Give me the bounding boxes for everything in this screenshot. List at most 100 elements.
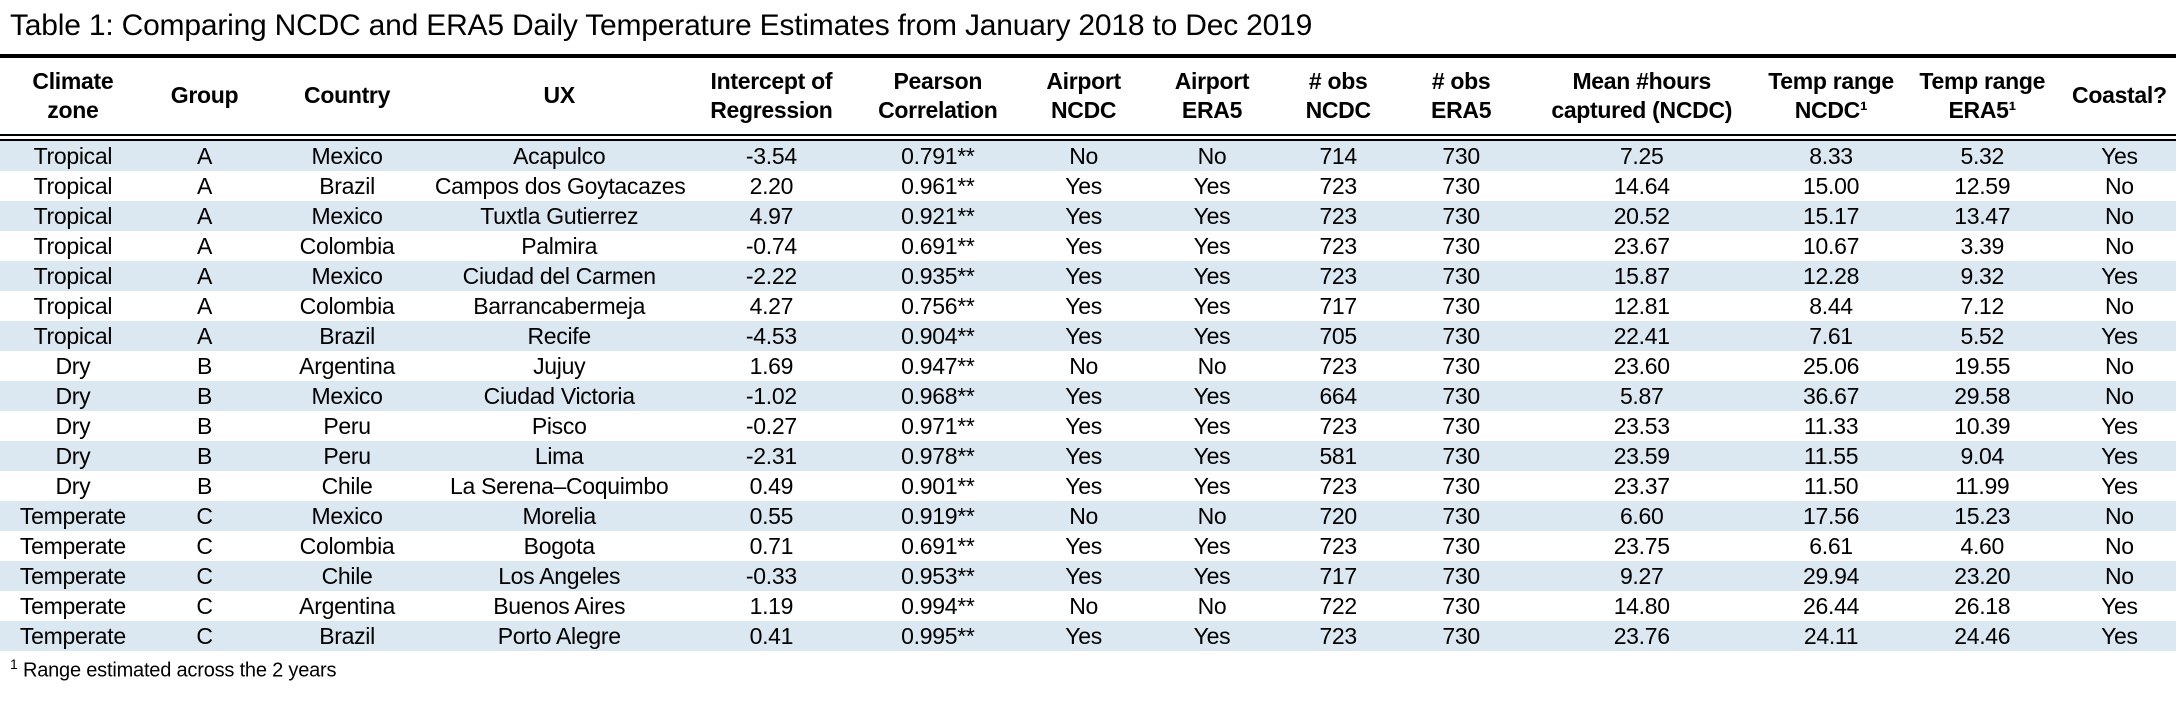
cell-coastal: Yes (2101, 622, 2138, 649)
cell-intercept: -0.33 (745, 562, 797, 589)
cell-temp-range-era5: 4.60 (1960, 532, 2005, 559)
cell-temp-range-ncdc: 11.55 (1803, 442, 1859, 469)
table-row: Tropical A Mexico Tuxtla Gutierrez 4.97 0.921… (0, 200, 2176, 231)
cell-intercept: 0.49 (749, 472, 794, 499)
cell-mean-hours: 23.37 (1613, 472, 1670, 499)
cell-airport-ncdc: Yes (1065, 172, 1102, 199)
table-row: Temperate C Colombia Bogota 0.71 0.691** Yes Ye… (0, 531, 2176, 561)
cell-climate-zone: Dry (55, 472, 91, 499)
cell-climate-zone: Temperate (19, 562, 126, 589)
column-header-country: Country (263, 56, 431, 141)
cell-ux: Ciudad Victoria (483, 382, 635, 409)
cell-airport-era5: Yes (1193, 172, 1231, 199)
cell-coastal: No (2104, 202, 2134, 229)
cell-airport-era5: Yes (1193, 442, 1231, 469)
cell-temp-range-era5: 5.52 (1960, 322, 2005, 349)
cell-ux: Buenos Aires (493, 592, 626, 619)
cell-pearson: 0.968** (901, 382, 975, 409)
cell-group: B (197, 352, 213, 379)
cell-temp-range-ncdc: 26.44 (1803, 592, 1860, 619)
cell-pearson: 0.691** (901, 232, 975, 259)
table-row: Tropical A Brazil Campos dos Goytacazes 2.20… (0, 171, 2176, 201)
cell-climate-zone: Tropical (33, 172, 113, 199)
cell-climate-zone: Tropical (33, 202, 113, 229)
cell-ux: Acapulco (513, 142, 606, 169)
cell-intercept: -3.54 (745, 142, 797, 169)
cell-obs-ncdc: 723 (1319, 262, 1357, 289)
cell-airport-ncdc: Yes (1065, 232, 1102, 259)
cell-coastal: Yes (2101, 592, 2138, 619)
cell-intercept: -2.31 (745, 442, 797, 469)
cell-ux: Los Angeles (498, 562, 621, 589)
cell-climate-zone: Dry (55, 442, 91, 469)
cell-coastal: No (2104, 382, 2134, 409)
cell-group: B (197, 412, 213, 439)
cell-group: C (196, 532, 213, 559)
cell-pearson: 0.994** (901, 592, 975, 619)
cell-airport-era5: Yes (1193, 262, 1231, 289)
column-header-pearson: Pearson Correlation (855, 56, 1021, 141)
cell-airport-era5: No (1197, 352, 1227, 379)
cell-ux: Tuxtla Gutierrez (480, 202, 639, 229)
cell-obs-ncdc: 723 (1319, 532, 1357, 559)
cell-airport-era5: No (1197, 502, 1227, 529)
cell-airport-ncdc: No (1069, 142, 1099, 169)
cell-airport-ncdc: Yes (1065, 382, 1102, 409)
table-row: Dry B Mexico Ciudad Victoria -1.02 0.968** Yes… (0, 380, 2176, 411)
cell-coastal: Yes (2101, 472, 2138, 499)
cell-pearson: 0.935** (901, 262, 975, 289)
cell-intercept: -0.27 (745, 412, 797, 439)
cell-group: A (197, 262, 213, 289)
cell-obs-era5: 730 (1442, 262, 1480, 289)
cell-pearson: 0.953** (901, 562, 975, 589)
cell-ux: Morelia (522, 502, 597, 529)
cell-pearson: 0.904** (901, 322, 975, 349)
cell-intercept: 2.20 (749, 172, 794, 199)
cell-temp-range-era5: 19.55 (1954, 352, 2011, 379)
cell-mean-hours: 20.52 (1613, 202, 1670, 229)
cell-obs-ncdc: 723 (1319, 172, 1357, 199)
cell-country: Colombia (299, 232, 395, 259)
cell-group: C (196, 502, 213, 529)
cell-obs-era5: 730 (1442, 472, 1480, 499)
cell-obs-era5: 730 (1442, 292, 1480, 319)
cell-group: C (196, 622, 213, 649)
cell-temp-range-ncdc: 7.61 (1809, 322, 1853, 349)
table-row: Tropical A Colombia Barrancabermeja 4.27 0.75… (0, 291, 2176, 321)
cell-temp-range-era5: 3.39 (1960, 232, 2005, 259)
cell-airport-era5: Yes (1193, 202, 1231, 229)
cell-mean-hours: 12.81 (1613, 292, 1670, 319)
cell-climate-zone: Dry (55, 382, 91, 409)
cell-obs-era5: 730 (1442, 202, 1480, 229)
cell-ux: Ciudad del Carmen (462, 262, 656, 289)
cell-airport-era5: Yes (1193, 562, 1231, 589)
cell-temp-range-ncdc: 11.33 (1803, 412, 1859, 439)
column-header-airport-era5: Airport ERA5 (1146, 56, 1278, 141)
cell-ux: Bogota (523, 532, 595, 559)
table-row: Temperate C Chile Los Angeles -0.33 0.953** Ye… (0, 560, 2176, 591)
cell-mean-hours: 23.75 (1613, 532, 1670, 559)
cell-ux: Recife (527, 322, 592, 349)
cell-group: A (197, 232, 213, 259)
cell-pearson: 0.919** (901, 502, 975, 529)
cell-climate-zone: Temperate (19, 502, 126, 529)
cell-obs-era5: 730 (1442, 622, 1480, 649)
cell-climate-zone: Tropical (33, 262, 113, 289)
cell-coastal: No (2104, 172, 2134, 199)
cell-airport-ncdc: Yes (1065, 472, 1102, 499)
column-header-temp-range-era5: Temp range ERA5¹ (1901, 56, 2063, 141)
cell-climate-zone: Dry (55, 352, 91, 379)
cell-intercept: -1.02 (745, 382, 797, 409)
table-row: Tropical A Mexico Ciudad del Carmen -2.22 0.9… (0, 260, 2176, 291)
cell-obs-ncdc: 723 (1319, 622, 1357, 649)
cell-pearson: 0.995** (901, 622, 975, 649)
cell-pearson: 0.791** (901, 142, 975, 169)
cell-mean-hours: 23.59 (1613, 442, 1670, 469)
cell-mean-hours: 7.25 (1619, 142, 1664, 169)
cell-group: C (196, 592, 213, 619)
table-row: Dry B Argentina Jujuy 1.69 0.947** No No 723 730 2… (0, 351, 2176, 381)
column-header-group: Group (145, 56, 264, 141)
cell-obs-era5: 730 (1442, 322, 1480, 349)
cell-airport-ncdc: Yes (1065, 322, 1102, 349)
